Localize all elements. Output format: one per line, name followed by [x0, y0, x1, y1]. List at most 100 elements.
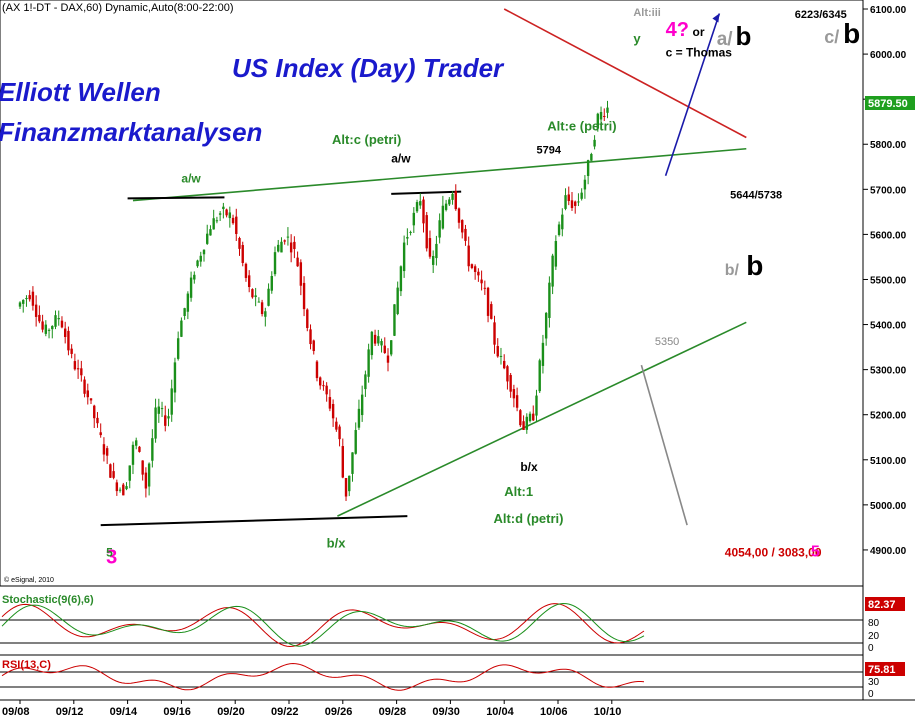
up-candle	[528, 413, 532, 422]
wave-annotation: b	[843, 18, 860, 49]
up-candle	[186, 293, 190, 312]
up-candle	[57, 318, 60, 320]
down-candle	[28, 295, 31, 300]
up-candle	[406, 237, 409, 239]
up-candle	[125, 486, 128, 490]
up-candle	[564, 195, 567, 209]
up-candle	[151, 438, 154, 461]
down-candle	[512, 389, 516, 399]
wave-annotation: Alt:e (petri)	[547, 119, 616, 134]
down-candle	[464, 228, 467, 241]
up-candle	[44, 324, 48, 334]
down-candle	[34, 304, 38, 317]
up-candle	[54, 315, 57, 327]
y-tick-label: 5300.00	[870, 366, 907, 377]
up-candle	[390, 340, 393, 355]
up-candle	[189, 277, 193, 298]
up-candle	[551, 255, 554, 287]
down-candle	[428, 238, 432, 257]
up-candle	[273, 252, 277, 275]
y-tick-label: 4900.00	[870, 546, 907, 557]
wave-annotation: 5794	[536, 144, 561, 156]
y-tick-label: 5400.00	[870, 321, 907, 332]
wave-annotation: b/x	[520, 460, 538, 474]
copyright: © eSignal, 2010	[4, 576, 54, 584]
down-candle	[241, 245, 244, 263]
up-candle	[147, 463, 151, 487]
down-candle	[109, 464, 112, 478]
down-candle	[422, 199, 425, 224]
down-candle	[231, 217, 235, 224]
down-candle	[509, 375, 512, 392]
wave-annotation: Alt:c (petri)	[332, 132, 401, 147]
wave-annotation: b/	[725, 262, 740, 279]
up-candle	[286, 236, 290, 238]
y-tick-label: 5000.00	[870, 501, 907, 512]
down-candle	[63, 328, 67, 338]
up-candle	[360, 394, 364, 416]
up-candle	[554, 241, 558, 267]
down-candle	[99, 432, 102, 436]
up-candle	[580, 192, 583, 199]
up-candle	[199, 255, 202, 262]
down-candle	[515, 395, 519, 408]
up-candle	[51, 325, 54, 330]
up-candle	[419, 201, 422, 206]
down-candle	[473, 266, 477, 272]
x-tick-label: 09/12	[56, 706, 84, 718]
down-candle	[519, 410, 522, 426]
down-candle	[225, 209, 228, 216]
x-tick-label: 09/28	[379, 706, 407, 718]
up-candle	[370, 331, 374, 356]
y-tick-label: 5500.00	[870, 275, 907, 286]
projection-arrow-head	[712, 13, 720, 23]
up-candle	[535, 395, 538, 416]
down-candle	[570, 200, 574, 209]
down-candle	[467, 245, 470, 267]
down-candle	[331, 403, 335, 419]
up-candle	[448, 199, 451, 205]
down-candle	[383, 345, 386, 354]
up-candle	[25, 297, 28, 300]
rsi-tag-bg	[865, 662, 905, 676]
up-candle	[412, 212, 416, 226]
up-candle	[415, 202, 419, 212]
x-tick-label: 10/04	[486, 706, 514, 718]
down-candle	[112, 471, 115, 478]
up-candle	[173, 362, 177, 393]
up-candle	[586, 160, 590, 176]
wave-annotation: a/w	[391, 151, 411, 165]
up-candle	[215, 220, 219, 222]
up-candle	[544, 312, 548, 339]
y-tick-label: 5800.00	[870, 140, 907, 151]
up-candle	[399, 266, 403, 292]
down-candle	[247, 275, 251, 288]
stochastic-value-tag: 82.37	[868, 599, 896, 611]
x-tick-label: 09/20	[217, 706, 245, 718]
wave-annotation: 5644/5738	[730, 189, 782, 201]
up-candle	[170, 388, 173, 415]
down-candle	[567, 194, 570, 201]
y-tick-label: 5700.00	[870, 185, 907, 196]
y-tick-label: 5100.00	[870, 456, 907, 467]
wave-annotation: b/x	[327, 536, 347, 551]
up-candle	[209, 229, 212, 236]
up-candle	[196, 260, 199, 267]
black-upper-line	[127, 196, 225, 200]
black-upper-line-2	[391, 190, 462, 195]
up-candle	[267, 288, 270, 306]
wave-annotation: b	[746, 250, 763, 281]
wave-annotation: c = Thomas	[666, 45, 733, 59]
price-panel-frame	[0, 0, 864, 587]
stochastic-scale-80: 80	[868, 618, 880, 629]
down-candle	[283, 240, 286, 242]
up-candle	[128, 465, 131, 481]
up-candle	[431, 255, 435, 265]
down-candle	[289, 242, 293, 253]
x-tick-label: 09/14	[110, 706, 138, 718]
up-candle	[583, 179, 587, 190]
up-candle	[593, 139, 596, 147]
down-candle	[238, 238, 241, 249]
down-candle	[235, 216, 238, 234]
up-candle	[222, 206, 225, 210]
